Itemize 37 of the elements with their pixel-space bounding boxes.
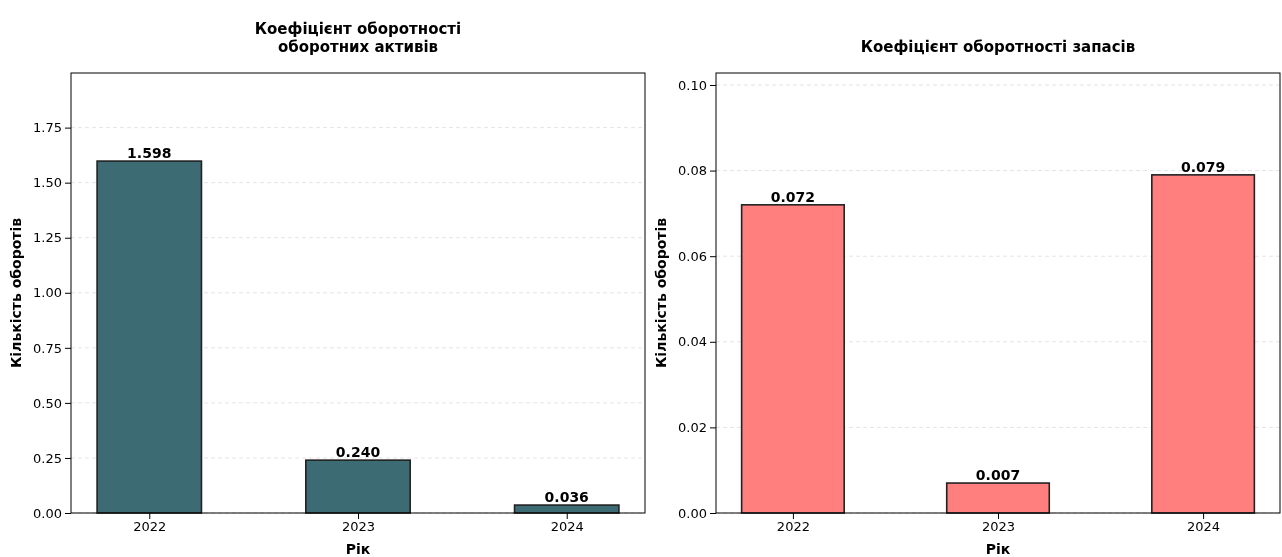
x-tick-label: 2024	[550, 519, 584, 535]
bar	[945, 482, 1051, 514]
y-tick-label: 1.00	[33, 285, 62, 301]
x-tick-label: 2024	[1187, 519, 1221, 535]
data-label: 0.079	[1180, 158, 1226, 175]
x-tick-label: 2023	[981, 519, 1016, 535]
data-label: 0.036	[544, 489, 589, 506]
data-label: 0.072	[770, 188, 816, 205]
y-tick-label: 0.06	[678, 248, 707, 264]
x-tick-label: 2022	[776, 519, 810, 535]
data-label: 0.007	[975, 467, 1021, 484]
y-tick-label: 0.00	[33, 505, 62, 521]
y-axis-title: Кількість оборотів	[653, 217, 669, 369]
y-tick-label: 0.00	[678, 505, 707, 521]
data-label: 1.598	[127, 145, 172, 162]
chart-title: Коефіцієнт оборотності запасів	[860, 38, 1136, 56]
y-tick-label: 0.25	[33, 450, 62, 466]
y-tick-label: 1.25	[33, 230, 62, 246]
x-axis-title: Рік	[985, 541, 1011, 557]
data-label: 0.240	[335, 444, 381, 461]
bar	[740, 204, 845, 514]
chart-title: Коефіцієнт оборотності оборотних активів	[254, 20, 462, 56]
y-tick-label: 0.08	[678, 163, 707, 179]
y-tick-label: 0.02	[678, 420, 707, 436]
y-tick-label: 0.75	[33, 340, 62, 356]
y-tick-label: 0.10	[678, 77, 707, 93]
bar	[1151, 174, 1256, 514]
y-tick-label: 0.50	[33, 395, 62, 411]
y-tick-label: 0.04	[678, 334, 707, 350]
y-axis-title: Кількість оборотів	[8, 217, 24, 369]
x-tick-label: 2022	[133, 519, 167, 535]
x-tick-label: 2023	[341, 519, 376, 535]
bar	[305, 459, 411, 514]
y-tick-label: 1.50	[33, 175, 62, 191]
bar	[96, 160, 203, 514]
y-tick-label: 1.75	[33, 120, 62, 136]
x-axis-title: Рік	[345, 541, 371, 557]
